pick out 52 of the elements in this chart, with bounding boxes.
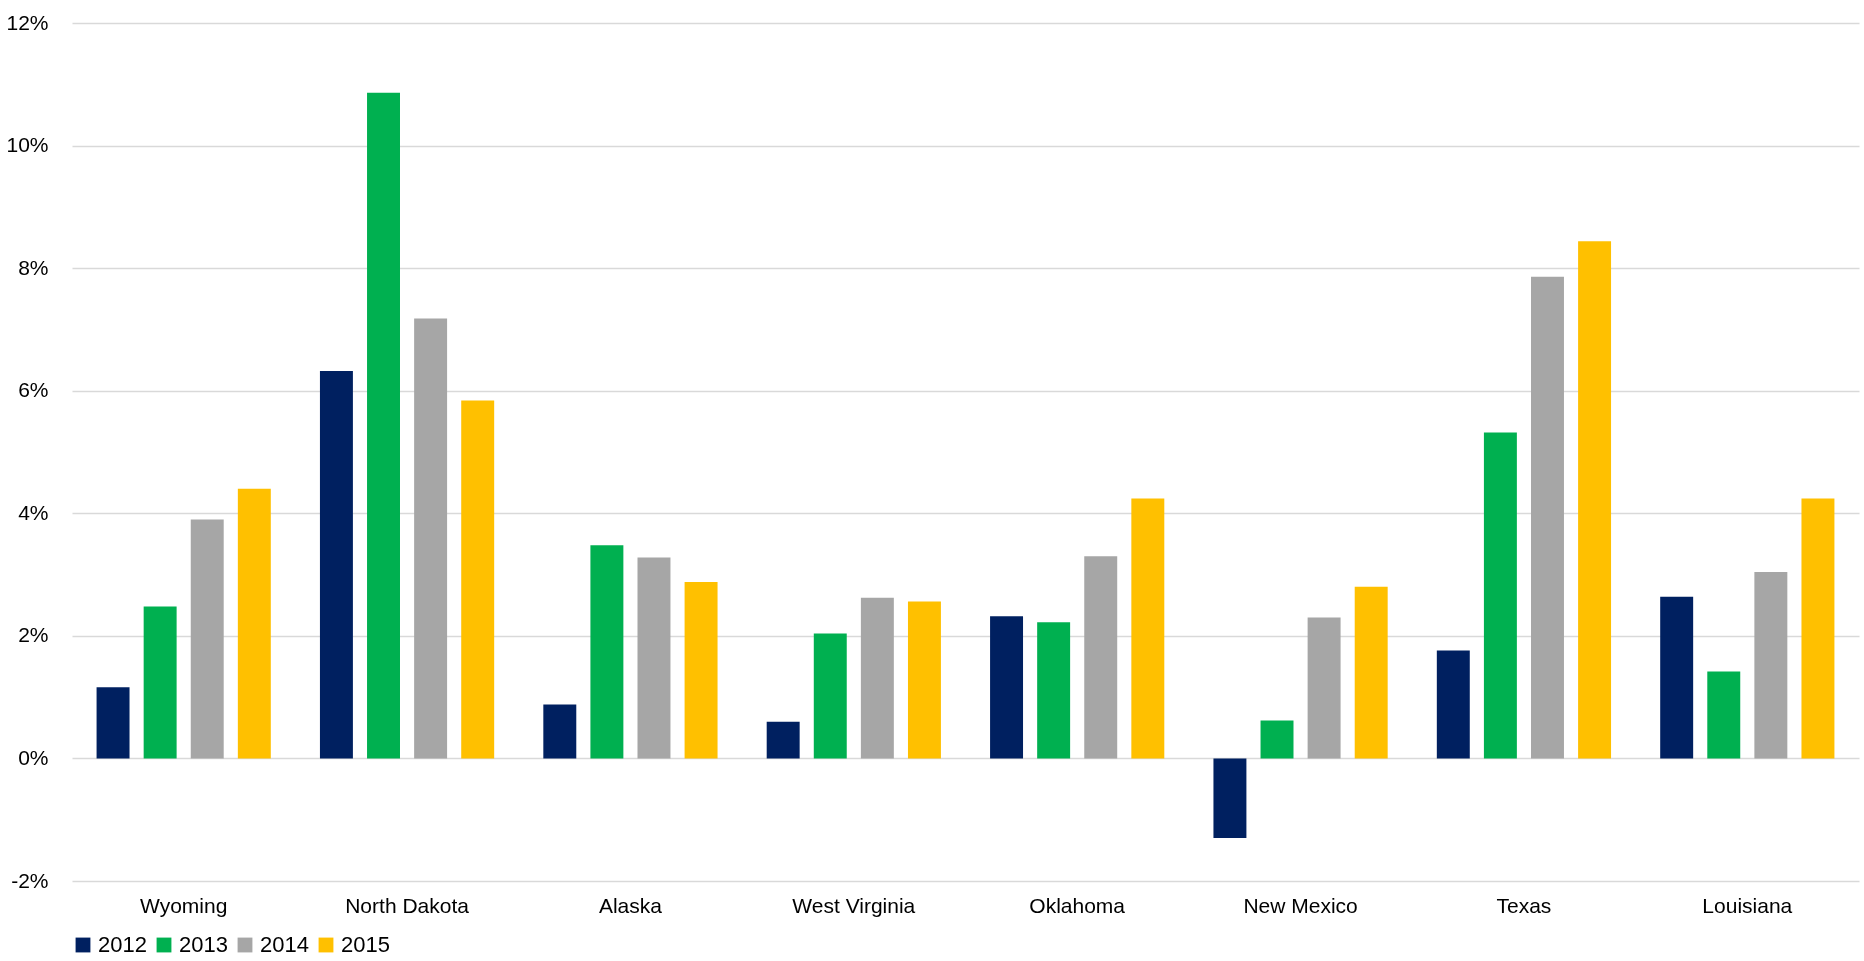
y-tick-label: 0%: [18, 745, 49, 769]
bar: [1131, 498, 1165, 759]
bar: [96, 687, 130, 759]
bar: [1754, 572, 1788, 759]
y-tick-label: 12%: [6, 10, 49, 34]
legend-label: 2015: [341, 932, 390, 957]
legend-label: 2012: [98, 932, 147, 957]
bar: [907, 601, 941, 759]
bar: [461, 400, 495, 759]
bar: [1436, 650, 1470, 759]
x-tick-label: Wyoming: [140, 893, 228, 917]
bar: [543, 704, 577, 759]
bar: [860, 597, 894, 759]
bar: [637, 557, 671, 759]
bar: [990, 616, 1024, 759]
bar: [319, 371, 353, 759]
x-tick-label: Oklahoma: [1029, 893, 1126, 917]
y-tick-label: 4%: [18, 500, 49, 524]
legend-label: 2013: [179, 932, 228, 957]
y-tick-label: 8%: [18, 255, 49, 279]
y-tick-label: 6%: [18, 378, 49, 402]
bar: [684, 581, 718, 759]
x-tick-label: Louisiana: [1702, 893, 1793, 917]
bar: [1260, 720, 1294, 759]
bar: [414, 318, 448, 759]
y-tick-label: 10%: [6, 133, 49, 157]
bar: [1801, 498, 1835, 759]
bar: [1578, 241, 1612, 759]
bar: [1213, 758, 1247, 839]
bar: [1084, 556, 1118, 759]
bar: [1531, 276, 1564, 759]
x-tick-label: North Dakota: [345, 893, 470, 917]
bar: [237, 488, 271, 759]
x-tick-label: West Virginia: [792, 893, 916, 917]
bar: [1037, 622, 1071, 759]
bar: [367, 92, 400, 759]
bar: [1483, 432, 1517, 759]
y-tick-label: 2%: [18, 623, 49, 647]
y-tick-label: -2%: [11, 868, 49, 892]
bar: [1307, 617, 1341, 759]
bar: [1354, 586, 1388, 759]
bar: [590, 545, 624, 759]
bar: [1707, 671, 1741, 759]
x-tick-label: Alaska: [598, 893, 663, 917]
bar: [143, 606, 177, 759]
x-tick-label: New Mexico: [1243, 893, 1358, 917]
bar: [766, 721, 800, 759]
bar: [813, 633, 847, 759]
bar: [1660, 596, 1694, 759]
legend-label: 2014: [260, 932, 309, 957]
bar: [190, 519, 224, 759]
x-tick-label: Texas: [1496, 893, 1552, 917]
